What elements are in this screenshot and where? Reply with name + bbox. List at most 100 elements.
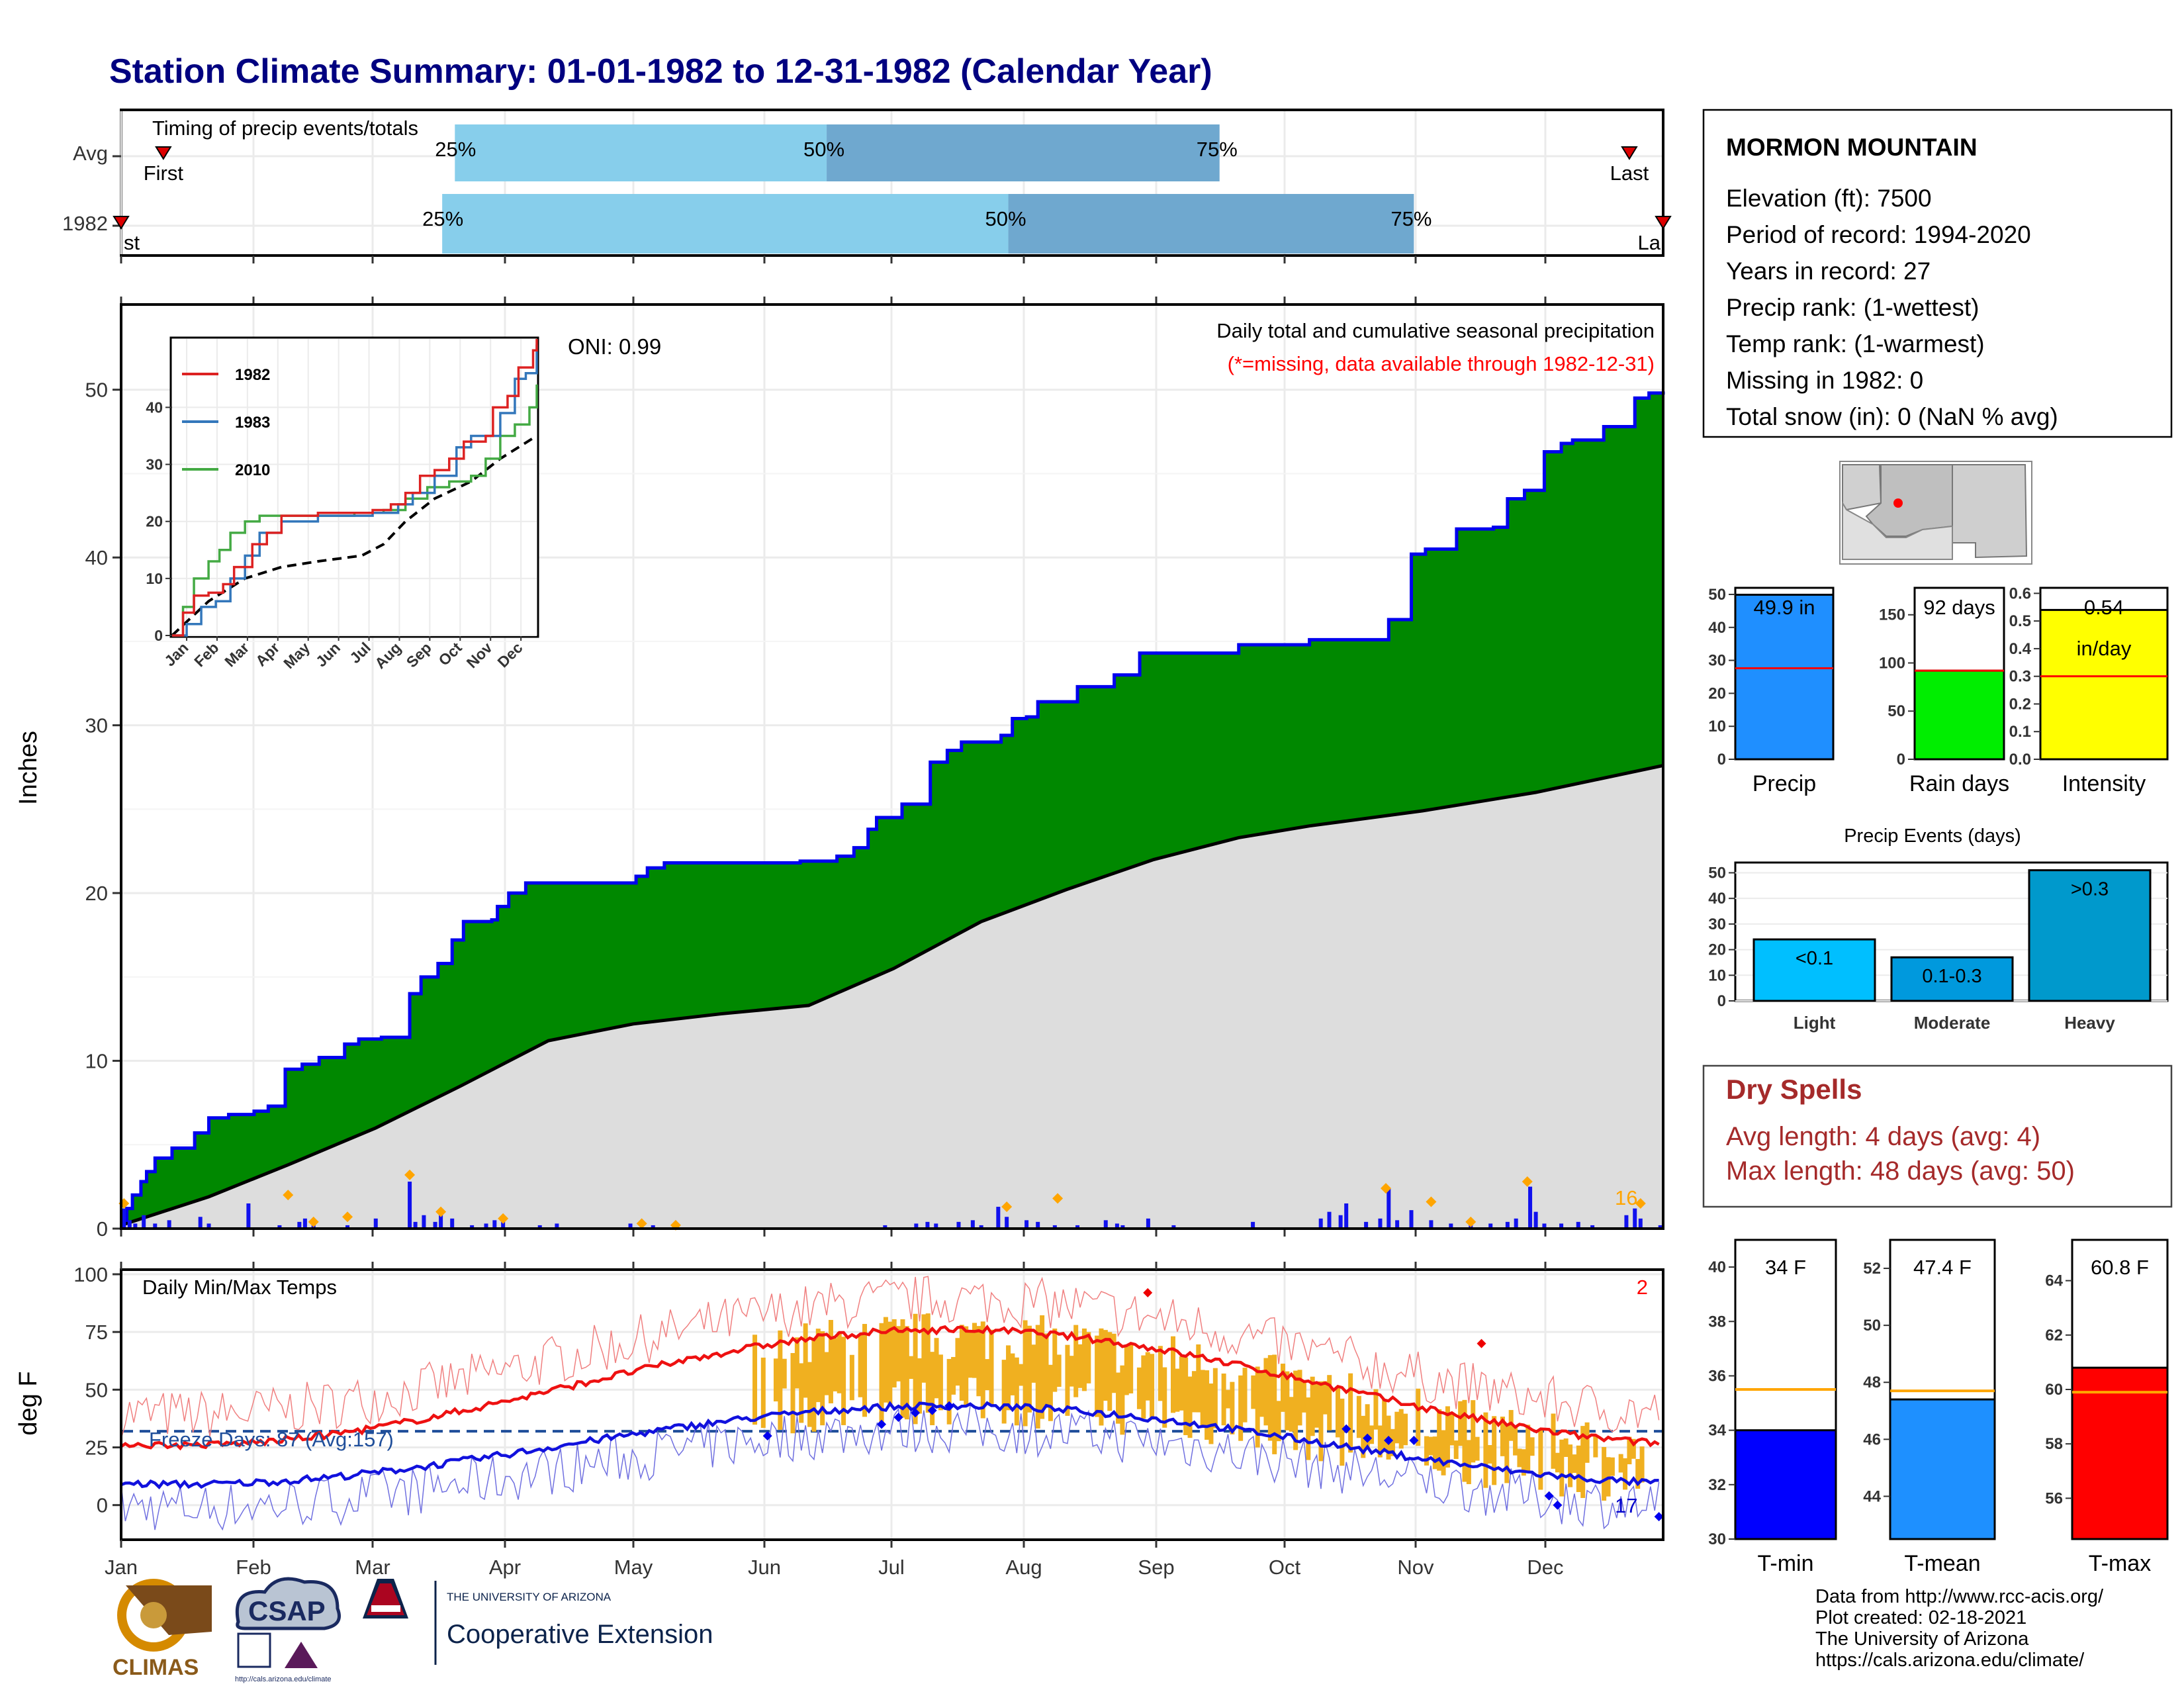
timing-pct-label: 25% [422, 207, 463, 230]
temp-summary-y-tick-label: 58 [2045, 1435, 2063, 1453]
record-min-marker [1654, 1512, 1664, 1522]
daily-temp-range-bar [1175, 1368, 1180, 1412]
summary-y-tick-label: 0.0 [2009, 751, 2031, 769]
freeze-days-label: Freeze Days: 87 (Avg:157) [149, 1428, 394, 1451]
daily-temp-range-bar [1318, 1381, 1324, 1462]
month-label: Sep [1138, 1556, 1174, 1579]
summary-bar-label: Rain days [1909, 771, 2009, 796]
daily-precip-bar [433, 1221, 437, 1229]
summary-bar-label: Intensity [2062, 771, 2146, 796]
min-record-count: 17 [1615, 1494, 1637, 1517]
summary-y-tick-label: 100 [1879, 654, 1905, 672]
daily-temp-range-bar [1521, 1449, 1526, 1476]
daily-temp-range-bar [1631, 1438, 1636, 1459]
temp-summary-y-tick-label: 52 [1863, 1260, 1881, 1278]
temp-summary-y-tick-label: 36 [1708, 1367, 1726, 1385]
daily-temp-range-bar [1568, 1444, 1573, 1487]
daily-precip-bar [492, 1220, 497, 1229]
daily-precip-bar [1429, 1220, 1433, 1229]
station-line-1: Period of record: 1994-2020 [1726, 221, 2031, 248]
daily-temp-range-bar [1572, 1454, 1577, 1474]
summary-bar-precip [1734, 593, 1835, 761]
summary-y-tick-label: 0.2 [2009, 695, 2031, 713]
summary-y-tick-label: 30 [1708, 652, 1726, 670]
record-min-marker [893, 1413, 903, 1423]
daily-temp-range-bar [1221, 1373, 1226, 1426]
daily-temp-range-bar [1242, 1368, 1248, 1423]
daily-temp-range-bar [1458, 1401, 1463, 1446]
daily-temp-range-bar [1136, 1367, 1142, 1409]
summary-y-tick-label: 0.4 [2009, 640, 2032, 658]
daily-temp-range-bar [879, 1323, 884, 1423]
daily-temp-range-bar [1031, 1344, 1036, 1383]
avg-min-temp-line [120, 1401, 1659, 1490]
daily-temp-range-bar [1150, 1354, 1155, 1420]
precip-y-tick-label: 40 [85, 546, 108, 569]
daily-precip-bar [302, 1218, 307, 1229]
daily-temp-range-bar [1128, 1344, 1134, 1393]
temp-chart-label: Daily Min/Max Temps [142, 1276, 337, 1299]
events-category-label: Light [1794, 1013, 1836, 1033]
temp-y-tick-label: 25 [85, 1436, 108, 1460]
dry-spells-box: Dry Spells Avg length: 4 days (avg: 4) M… [1702, 1064, 2173, 1208]
daily-temp-range-bar [1200, 1370, 1205, 1429]
daily-temp-range-bar [1006, 1345, 1011, 1411]
events-bar-moderate [1890, 956, 2014, 1002]
daily-temp-range-bar [1525, 1425, 1531, 1472]
daily-max-marker [636, 1218, 647, 1229]
record-min-marker [762, 1431, 772, 1441]
daily-temp-range-bar [1504, 1424, 1510, 1483]
summary-bars: 0 10 20 30 40 50 49.9 in Precip 0 50 100 150 92 days… [1708, 585, 2169, 796]
month-label: Mar [355, 1556, 390, 1579]
daily-max-marker [1052, 1193, 1064, 1204]
csap-logo-text: CSAP [248, 1595, 326, 1626]
daily-temp-range-bar [964, 1326, 969, 1407]
daily-max-marker [1001, 1201, 1013, 1213]
daily-temp-range-bar [891, 1319, 897, 1388]
events-category-label: Heavy [2064, 1013, 2115, 1033]
record-min-marker [877, 1419, 887, 1429]
daily-precip-bar [1318, 1218, 1323, 1229]
month-label: Dec [1527, 1556, 1563, 1579]
daily-precip-bar [373, 1218, 378, 1229]
daily-max-marker [283, 1190, 294, 1201]
events-bar-heavy [2028, 869, 2152, 1002]
temp-summary-y-tick-label: 40 [1708, 1258, 1726, 1276]
daily-precip-bar [537, 1225, 542, 1229]
daily-temp-range-bar [904, 1326, 909, 1420]
daily-precip-bar [153, 1223, 158, 1229]
temp-summary-label: T-max [2089, 1551, 2151, 1576]
events-y-tick-label: 50 [1708, 864, 1726, 882]
daily-temp-range-bar [778, 1330, 783, 1430]
daily-temp-range-bar [1183, 1357, 1189, 1436]
daily-max-marker [1465, 1216, 1477, 1227]
temp-summary-value-label: 34 F [1765, 1256, 1806, 1279]
daily-precip-bar [1146, 1218, 1150, 1229]
month-label: Apr [489, 1556, 521, 1579]
daily-temp-range-bar [1141, 1355, 1146, 1419]
csap-logo: CSAP http://cals.arizona.edu/climate [235, 1577, 341, 1683]
avg-max-temp-line [120, 1325, 1660, 1451]
daily-precip-bar [413, 1221, 418, 1229]
temp-summary-y-tick-label: 62 [2045, 1327, 2063, 1344]
temp-panel: 0 25 50 75 100 deg F Daily Min/Max Temps 2 F… [15, 1262, 1664, 1579]
summary-y-tick-label: 150 [1879, 606, 1905, 624]
daily-precip-bar [956, 1221, 961, 1229]
daily-precip-bar [122, 1208, 126, 1229]
footer-line-1: Plot created: 02-18-2021 [1815, 1607, 2026, 1628]
daily-temp-range-bar [1466, 1440, 1471, 1485]
daily-temp-range-bar [980, 1321, 985, 1419]
daily-precip-bar [651, 1225, 655, 1229]
inset-avg-line [171, 434, 538, 637]
daily-precip-bar [914, 1223, 919, 1229]
station-line-5: Missing in 1982: 0 [1726, 367, 1923, 394]
inset-series-line [172, 344, 538, 637]
daily-temp-range-bar [790, 1352, 796, 1434]
daily-temp-range-bar [1445, 1406, 1450, 1468]
daily-temp-range-bar [1255, 1366, 1260, 1448]
precip-y-tick-label: 20 [85, 882, 108, 905]
daily-temp-range-bar [1179, 1356, 1184, 1411]
temp-summary-bar-t-min [1734, 1429, 1837, 1540]
daily-temp-range-bar [1001, 1360, 1007, 1424]
timing-panel: 25% 50% 75% First Last 25% 50% 75% st La Timing o… [62, 109, 1672, 263]
